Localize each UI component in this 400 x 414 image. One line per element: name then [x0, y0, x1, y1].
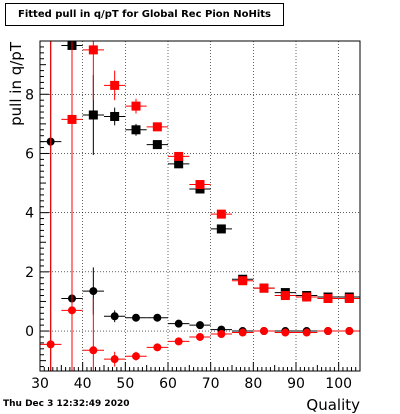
- circle-marker: [345, 327, 354, 336]
- x-tick-label: 80: [244, 376, 262, 392]
- square-marker: [110, 111, 120, 121]
- x-tick-label: 30: [31, 376, 49, 392]
- square-marker: [110, 80, 120, 90]
- y-tick-label: 8: [25, 87, 34, 103]
- circle-marker: [281, 328, 290, 337]
- x-tick-label: 100: [325, 376, 352, 392]
- circle-marker: [260, 327, 268, 336]
- square-marker: [344, 293, 354, 303]
- circle-marker: [196, 321, 204, 330]
- x-tick-label: 60: [159, 376, 177, 392]
- x-axis-label: Quality: [306, 396, 360, 414]
- square-marker: [259, 283, 269, 293]
- circle-marker: [196, 332, 204, 341]
- square-marker: [174, 159, 184, 169]
- x-tick-label: 50: [116, 376, 134, 392]
- plot-frame: [39, 40, 361, 372]
- circle-marker: [132, 313, 140, 322]
- square-marker: [323, 293, 333, 303]
- circle-marker: [89, 287, 98, 296]
- y-tick-label: 0: [25, 324, 34, 340]
- circle-marker: [324, 327, 332, 336]
- circle-marker: [174, 319, 183, 328]
- circle-marker: [68, 306, 76, 315]
- series-3-circle-markers: [40, 41, 360, 371]
- square-marker: [174, 151, 184, 161]
- series-4-circle-markers: [40, 41, 360, 371]
- square-marker: [131, 125, 141, 135]
- circle-marker: [153, 313, 162, 322]
- square-marker: [280, 291, 290, 301]
- x-tick-label: 90: [287, 376, 305, 392]
- chart-title: Fitted pull in q/pT for Global Rec Pion …: [5, 3, 284, 26]
- square-marker: [88, 45, 98, 55]
- y-tick-label: 2: [25, 265, 34, 281]
- x-tick-label: 70: [202, 376, 220, 392]
- circle-marker: [46, 340, 55, 349]
- circle-marker: [110, 355, 119, 364]
- square-marker: [216, 209, 226, 219]
- circle-marker: [153, 343, 162, 352]
- circle-marker: [217, 330, 226, 339]
- y-tick-label: 6: [25, 146, 34, 162]
- square-marker: [152, 122, 162, 132]
- square-marker: [216, 224, 226, 234]
- square-marker: [152, 140, 162, 150]
- y-axis-label: pull in q/pT: [7, 41, 25, 126]
- square-marker: [195, 180, 205, 190]
- circle-marker: [302, 328, 311, 337]
- axes: 30 40 50 60 70 80 90 100 0 2 4 6 8: [25, 40, 361, 392]
- square-marker: [131, 101, 141, 111]
- circle-marker: [89, 346, 98, 355]
- y-tick-label: 4: [25, 206, 34, 222]
- x-tick-label: 40: [74, 376, 92, 392]
- square-marker: [88, 110, 98, 120]
- grid-lines: [40, 41, 360, 371]
- circle-marker: [110, 312, 119, 321]
- circle-marker: [132, 352, 140, 361]
- circle-marker: [174, 337, 183, 346]
- square-marker: [238, 276, 248, 286]
- timestamp-label: Thu Dec 3 12:32:49 2020: [3, 399, 130, 409]
- data-points: [40, 40, 360, 371]
- series-2-square-markers: [61, 41, 360, 303]
- circle-marker: [238, 328, 247, 337]
- square-marker: [302, 292, 312, 302]
